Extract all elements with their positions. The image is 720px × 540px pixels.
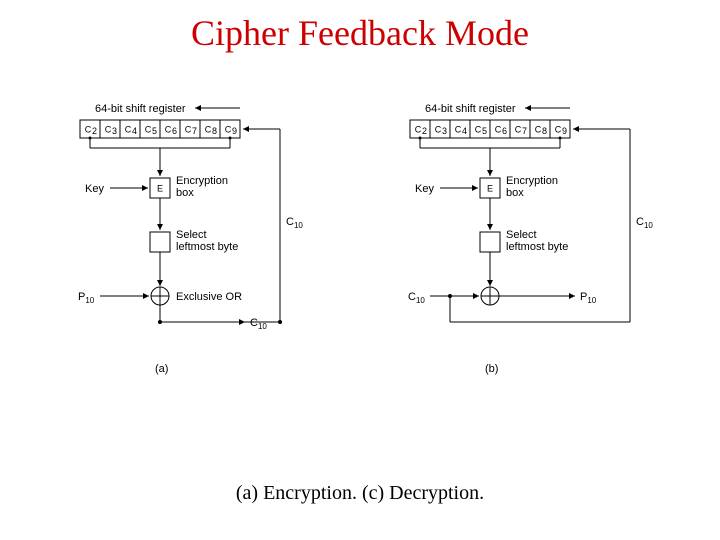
svg-text:C: C <box>455 124 462 134</box>
svg-text:3: 3 <box>112 126 117 136</box>
svg-text:5: 5 <box>152 126 157 136</box>
svg-text:4: 4 <box>462 126 467 136</box>
svg-text:Select: Select <box>176 229 207 241</box>
svg-text:4: 4 <box>132 126 137 136</box>
c10-feedback-b: C10 <box>636 216 653 230</box>
panel-label-b: (b) <box>485 363 498 375</box>
svg-text:3: 3 <box>442 126 447 136</box>
svg-text:E: E <box>157 183 163 193</box>
select-box-a <box>150 232 170 252</box>
cfb-diagram: 64-bit shift register C2 C3 C4 C5 C6 C7 … <box>40 90 680 430</box>
shift-register-a: C2 C3 C4 C5 C6 C7 C8 C9 <box>80 120 240 138</box>
svg-text:box: box <box>176 187 194 199</box>
svg-text:7: 7 <box>522 126 527 136</box>
svg-text:C: C <box>495 124 502 134</box>
svg-text:C: C <box>125 124 132 134</box>
svg-text:6: 6 <box>502 126 507 136</box>
c10-out-a: C10 <box>250 317 267 331</box>
svg-text:9: 9 <box>562 126 567 136</box>
svg-text:C: C <box>535 124 542 134</box>
shift-reg-label-b: 64-bit shift register <box>425 103 516 115</box>
svg-text:Exclusive OR: Exclusive OR <box>176 291 242 303</box>
svg-text:Encryption: Encryption <box>176 175 228 187</box>
svg-text:8: 8 <box>212 126 217 136</box>
c10-feedback-a: C10 <box>286 216 303 230</box>
page-title: Cipher Feedback Mode <box>0 12 720 54</box>
svg-text:E: E <box>487 183 493 193</box>
c10-in-b: C10 <box>408 291 425 305</box>
svg-text:leftmost byte: leftmost byte <box>506 241 568 253</box>
svg-text:C: C <box>515 124 522 134</box>
svg-text:C: C <box>205 124 212 134</box>
svg-text:C: C <box>165 124 172 134</box>
shift-register-b: C2 C3 C4 C5 C6 C7 C8 C9 <box>410 120 570 138</box>
svg-text:8: 8 <box>542 126 547 136</box>
svg-text:Encryption: Encryption <box>506 175 558 187</box>
svg-text:C: C <box>185 124 192 134</box>
svg-text:6: 6 <box>172 126 177 136</box>
svg-text:2: 2 <box>92 126 97 136</box>
svg-text:leftmost byte: leftmost byte <box>176 241 238 253</box>
key-label-b: Key <box>415 183 434 195</box>
svg-text:C: C <box>435 124 442 134</box>
svg-text:box: box <box>506 187 524 199</box>
svg-text:C: C <box>415 124 422 134</box>
key-label-a: Key <box>85 183 104 195</box>
svg-text:C: C <box>105 124 112 134</box>
panel-label-a: (a) <box>155 363 168 375</box>
shift-reg-label-a: 64-bit shift register <box>95 103 186 115</box>
svg-text:C: C <box>555 124 562 134</box>
p10-label-a: P10 <box>78 291 95 305</box>
svg-text:2: 2 <box>422 126 427 136</box>
svg-text:5: 5 <box>482 126 487 136</box>
svg-text:C: C <box>85 124 92 134</box>
svg-text:9: 9 <box>232 126 237 136</box>
p10-out-b: P10 <box>580 291 597 305</box>
svg-text:C: C <box>475 124 482 134</box>
panel-b: 64-bit shift register C2 C3 C4 C5 C6 C7 … <box>408 103 653 375</box>
svg-text:C: C <box>145 124 152 134</box>
panel-a: 64-bit shift register C2 C3 C4 C5 C6 C7 … <box>78 103 303 375</box>
caption: (a) Encryption. (c) Decryption. <box>0 482 720 505</box>
svg-text:7: 7 <box>192 126 197 136</box>
svg-text:C: C <box>225 124 232 134</box>
select-box-b <box>480 232 500 252</box>
svg-text:Select: Select <box>506 229 537 241</box>
